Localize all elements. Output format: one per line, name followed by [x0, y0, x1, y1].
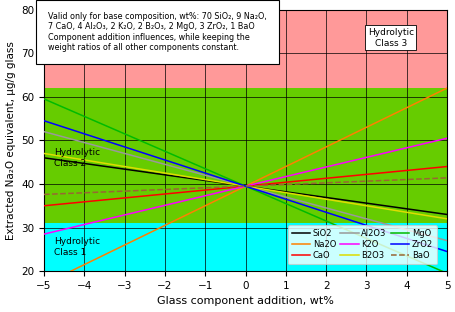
Bar: [44, 10, 446, 88]
Text: Hydrolytic
Class 2: Hydrolytic Class 2: [54, 148, 100, 168]
Bar: [44, 88, 446, 223]
Y-axis label: Extracted Na₂O equivalent, μg/g glass: Extracted Na₂O equivalent, μg/g glass: [5, 41, 15, 240]
Bar: [44, 223, 446, 271]
X-axis label: Glass component addition, wt%: Glass component addition, wt%: [157, 296, 333, 306]
Text: Valid only for base composition, wt%: 70 SiO₂, 9 Na₂O,
7 CaO, 4 Al₂O₃, 2 K₂O, 2 : Valid only for base composition, wt%: 70…: [48, 12, 266, 52]
Legend: SiO2, Na2O, CaO, Al2O3, K2O, B2O3, MgO, ZrO2, BaO: SiO2, Na2O, CaO, Al2O3, K2O, B2O3, MgO, …: [287, 225, 436, 264]
Text: Hydrolytic
Class 3: Hydrolytic Class 3: [367, 28, 413, 48]
Text: Hydrolytic
Class 1: Hydrolytic Class 1: [54, 237, 100, 257]
